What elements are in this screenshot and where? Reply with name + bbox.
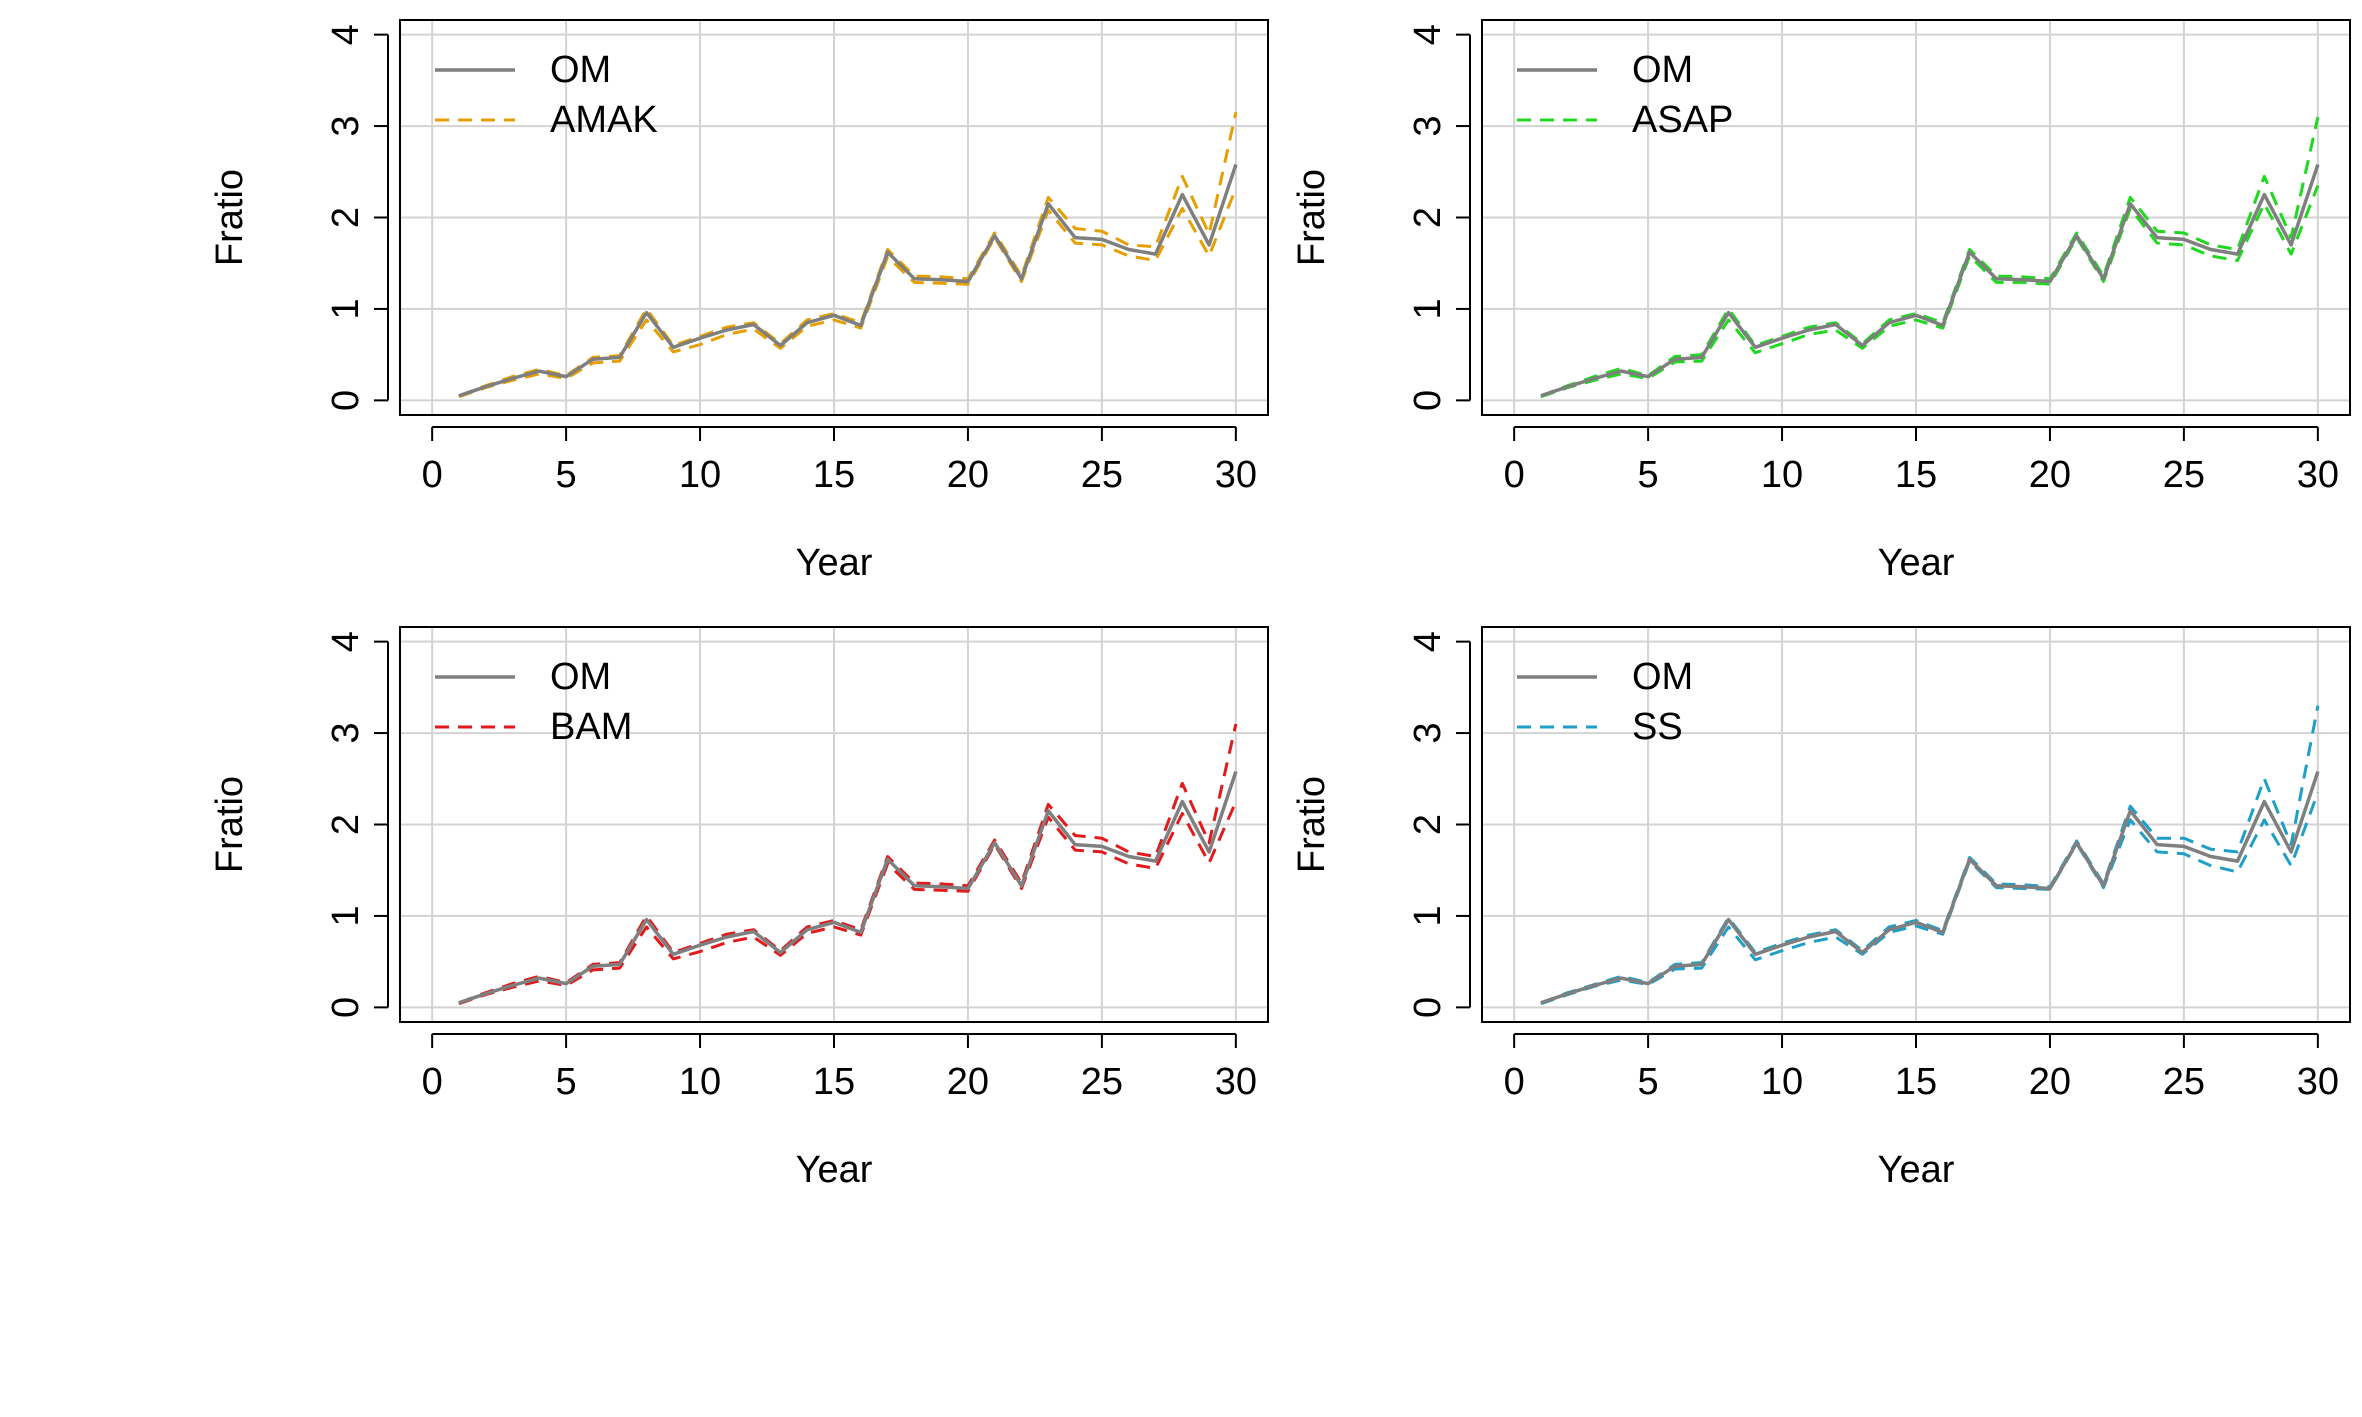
x-tick-label: 0: [1504, 1061, 1525, 1103]
y-axis-title: Fratio: [209, 776, 251, 873]
x-tick-label: 20: [947, 1061, 989, 1103]
x-tick-label: 10: [679, 454, 721, 496]
panel-ss: 0 5 10 15 20 25 30 0 1 2 3 4 Year Fratio OM SS: [1291, 626, 2351, 1191]
y-tick-label: 1: [1407, 905, 1449, 926]
x-tick-label: 15: [813, 454, 855, 496]
y-tick-label: 2: [325, 814, 367, 835]
legend-label-bam: BAM: [550, 706, 632, 748]
y-tick-label: 1: [1407, 298, 1449, 319]
x-tick-label: 20: [2029, 1061, 2071, 1103]
x-tick-label: 20: [947, 454, 989, 496]
panel-bam: 0 5 10 15 20 25 30 0 1 2 3 4 Year Fratio OM BAM: [209, 626, 1269, 1191]
x-tick-label: 5: [556, 454, 577, 496]
x-tick-label: 30: [1215, 454, 1257, 496]
legend-label-om: OM: [550, 49, 611, 91]
series-line-amak: [458, 111, 1238, 398]
plot-frame: [1481, 626, 2351, 1023]
x-tick-label: 15: [1895, 1061, 1937, 1103]
series-line-asap: [1540, 116, 2320, 398]
legend-label-om: OM: [1632, 656, 1693, 698]
x-axis-title: Year: [1878, 1149, 1955, 1191]
x-tick-label: 5: [556, 1061, 577, 1103]
legend-label-om: OM: [550, 656, 611, 698]
plot-frame: [1481, 19, 2351, 416]
x-tick-label: 0: [422, 1061, 443, 1103]
x-tick-label: 20: [2029, 454, 2071, 496]
x-tick-label: 10: [1761, 454, 1803, 496]
x-tick-label: 30: [2297, 1061, 2339, 1103]
y-tick-label: 0: [1407, 390, 1449, 411]
y-tick-label: 2: [1407, 814, 1449, 835]
series-line-om: [1540, 163, 2320, 398]
x-tick-label: 5: [1638, 1061, 1659, 1103]
legend-label-ss: SS: [1632, 706, 1683, 748]
y-tick-label: 3: [325, 722, 367, 743]
x-tick-label: 15: [813, 1061, 855, 1103]
y-tick-label: 4: [1407, 631, 1449, 652]
x-tick-label: 25: [1081, 454, 1123, 496]
x-tick-label: 25: [2163, 1061, 2205, 1103]
plot-frame: [399, 19, 1269, 416]
x-axis-title: Year: [796, 1149, 873, 1191]
panel-amak: 0 5 10 15 20 25 30 0 1 2 3 4 Year Fratio OM AMAK: [209, 19, 1269, 584]
series-line-om: [458, 163, 1238, 398]
x-tick-label: 0: [1504, 454, 1525, 496]
y-tick-label: 3: [325, 115, 367, 136]
series-line-om: [1540, 770, 2320, 1005]
legend-label-om: OM: [1632, 49, 1693, 91]
y-tick-label: 2: [325, 207, 367, 228]
y-tick-label: 0: [325, 997, 367, 1018]
legend-label-amak: AMAK: [550, 99, 658, 141]
y-tick-label: 0: [325, 390, 367, 411]
x-axis-title: Year: [796, 542, 873, 584]
y-tick-label: 1: [325, 298, 367, 319]
x-tick-label: 25: [2163, 454, 2205, 496]
series-line-bound: [458, 187, 1238, 399]
x-axis-title: Year: [1878, 542, 1955, 584]
y-tick-label: 4: [1407, 24, 1449, 45]
y-tick-label: 4: [325, 631, 367, 652]
series-line-om: [458, 770, 1238, 1005]
y-tick-label: 3: [1407, 722, 1449, 743]
legend-label-asap: ASAP: [1632, 99, 1733, 141]
x-tick-label: 15: [1895, 454, 1937, 496]
y-tick-label: 0: [1407, 997, 1449, 1018]
x-tick-label: 10: [679, 1061, 721, 1103]
x-tick-label: 0: [422, 454, 443, 496]
panel-asap: 0 5 10 15 20 25 30 0 1 2 3 4 Year Fratio OM ASAP: [1291, 19, 2351, 584]
y-tick-label: 1: [325, 905, 367, 926]
y-axis-title: Fratio: [209, 169, 251, 266]
series-line-bound: [1540, 791, 2320, 1006]
x-tick-label: 25: [1081, 1061, 1123, 1103]
y-tick-label: 4: [325, 24, 367, 45]
plot-frame: [399, 626, 1269, 1023]
y-axis-title: Fratio: [1291, 776, 1333, 873]
series-line-bound: [458, 800, 1238, 1006]
x-tick-label: 30: [1215, 1061, 1257, 1103]
x-tick-label: 10: [1761, 1061, 1803, 1103]
x-tick-label: 30: [2297, 454, 2339, 496]
y-axis-title: Fratio: [1291, 169, 1333, 266]
y-tick-label: 2: [1407, 207, 1449, 228]
series-line-bam: [458, 723, 1238, 1005]
x-tick-label: 5: [1638, 454, 1659, 496]
y-tick-label: 3: [1407, 115, 1449, 136]
